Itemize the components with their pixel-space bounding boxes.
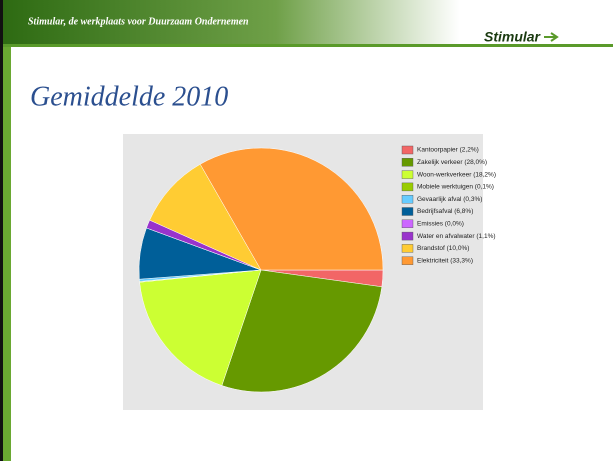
legend-swatch — [401, 231, 414, 241]
pie-slice — [221, 269, 383, 393]
pie-slice — [149, 163, 262, 271]
legend-label: Emissies (0,0%) — [417, 221, 464, 228]
header-band — [0, 0, 613, 44]
pie-slice — [139, 269, 262, 386]
legend-swatch — [401, 256, 414, 265]
tagline: Stimular, de werkplaats voor Duurzaam On… — [28, 16, 249, 27]
logo-arrow — [544, 32, 559, 42]
legend-label: Elektriciteit (33,3%) — [417, 257, 473, 264]
legend-swatch — [401, 219, 414, 229]
left-strip — [3, 47, 11, 461]
pie-slice — [199, 147, 384, 271]
legend-swatch — [401, 170, 414, 179]
legend-swatch — [401, 182, 414, 192]
legend-label: Kantoorpapier (2,2%) — [417, 147, 479, 154]
slide-title: Gemiddelde 2010 — [30, 81, 228, 112]
legend-swatch — [401, 158, 414, 167]
legend-swatch — [401, 145, 414, 155]
legend-label: Gevaarlijk afval (0,3%) — [417, 196, 482, 203]
logo: Stimular — [484, 29, 542, 45]
legend-label: Brandstof (10,0%) — [417, 245, 469, 252]
legend-label: Water en afvalwater (1,1%) — [417, 233, 496, 240]
legend-swatch — [401, 207, 414, 216]
left-border — [0, 0, 3, 461]
legend-label: Mobiele werktuigen (0,1%) — [417, 184, 494, 191]
legend-label: Zakelijk verkeer (28,0%) — [417, 159, 487, 166]
legend-label: Bedrijfsafval (6,8%) — [417, 208, 473, 215]
legend-label: Woon-werkverkeer (18,2%) — [417, 171, 496, 178]
legend-swatch — [401, 244, 414, 253]
header-line — [0, 44, 613, 47]
legend-swatch — [401, 194, 414, 204]
